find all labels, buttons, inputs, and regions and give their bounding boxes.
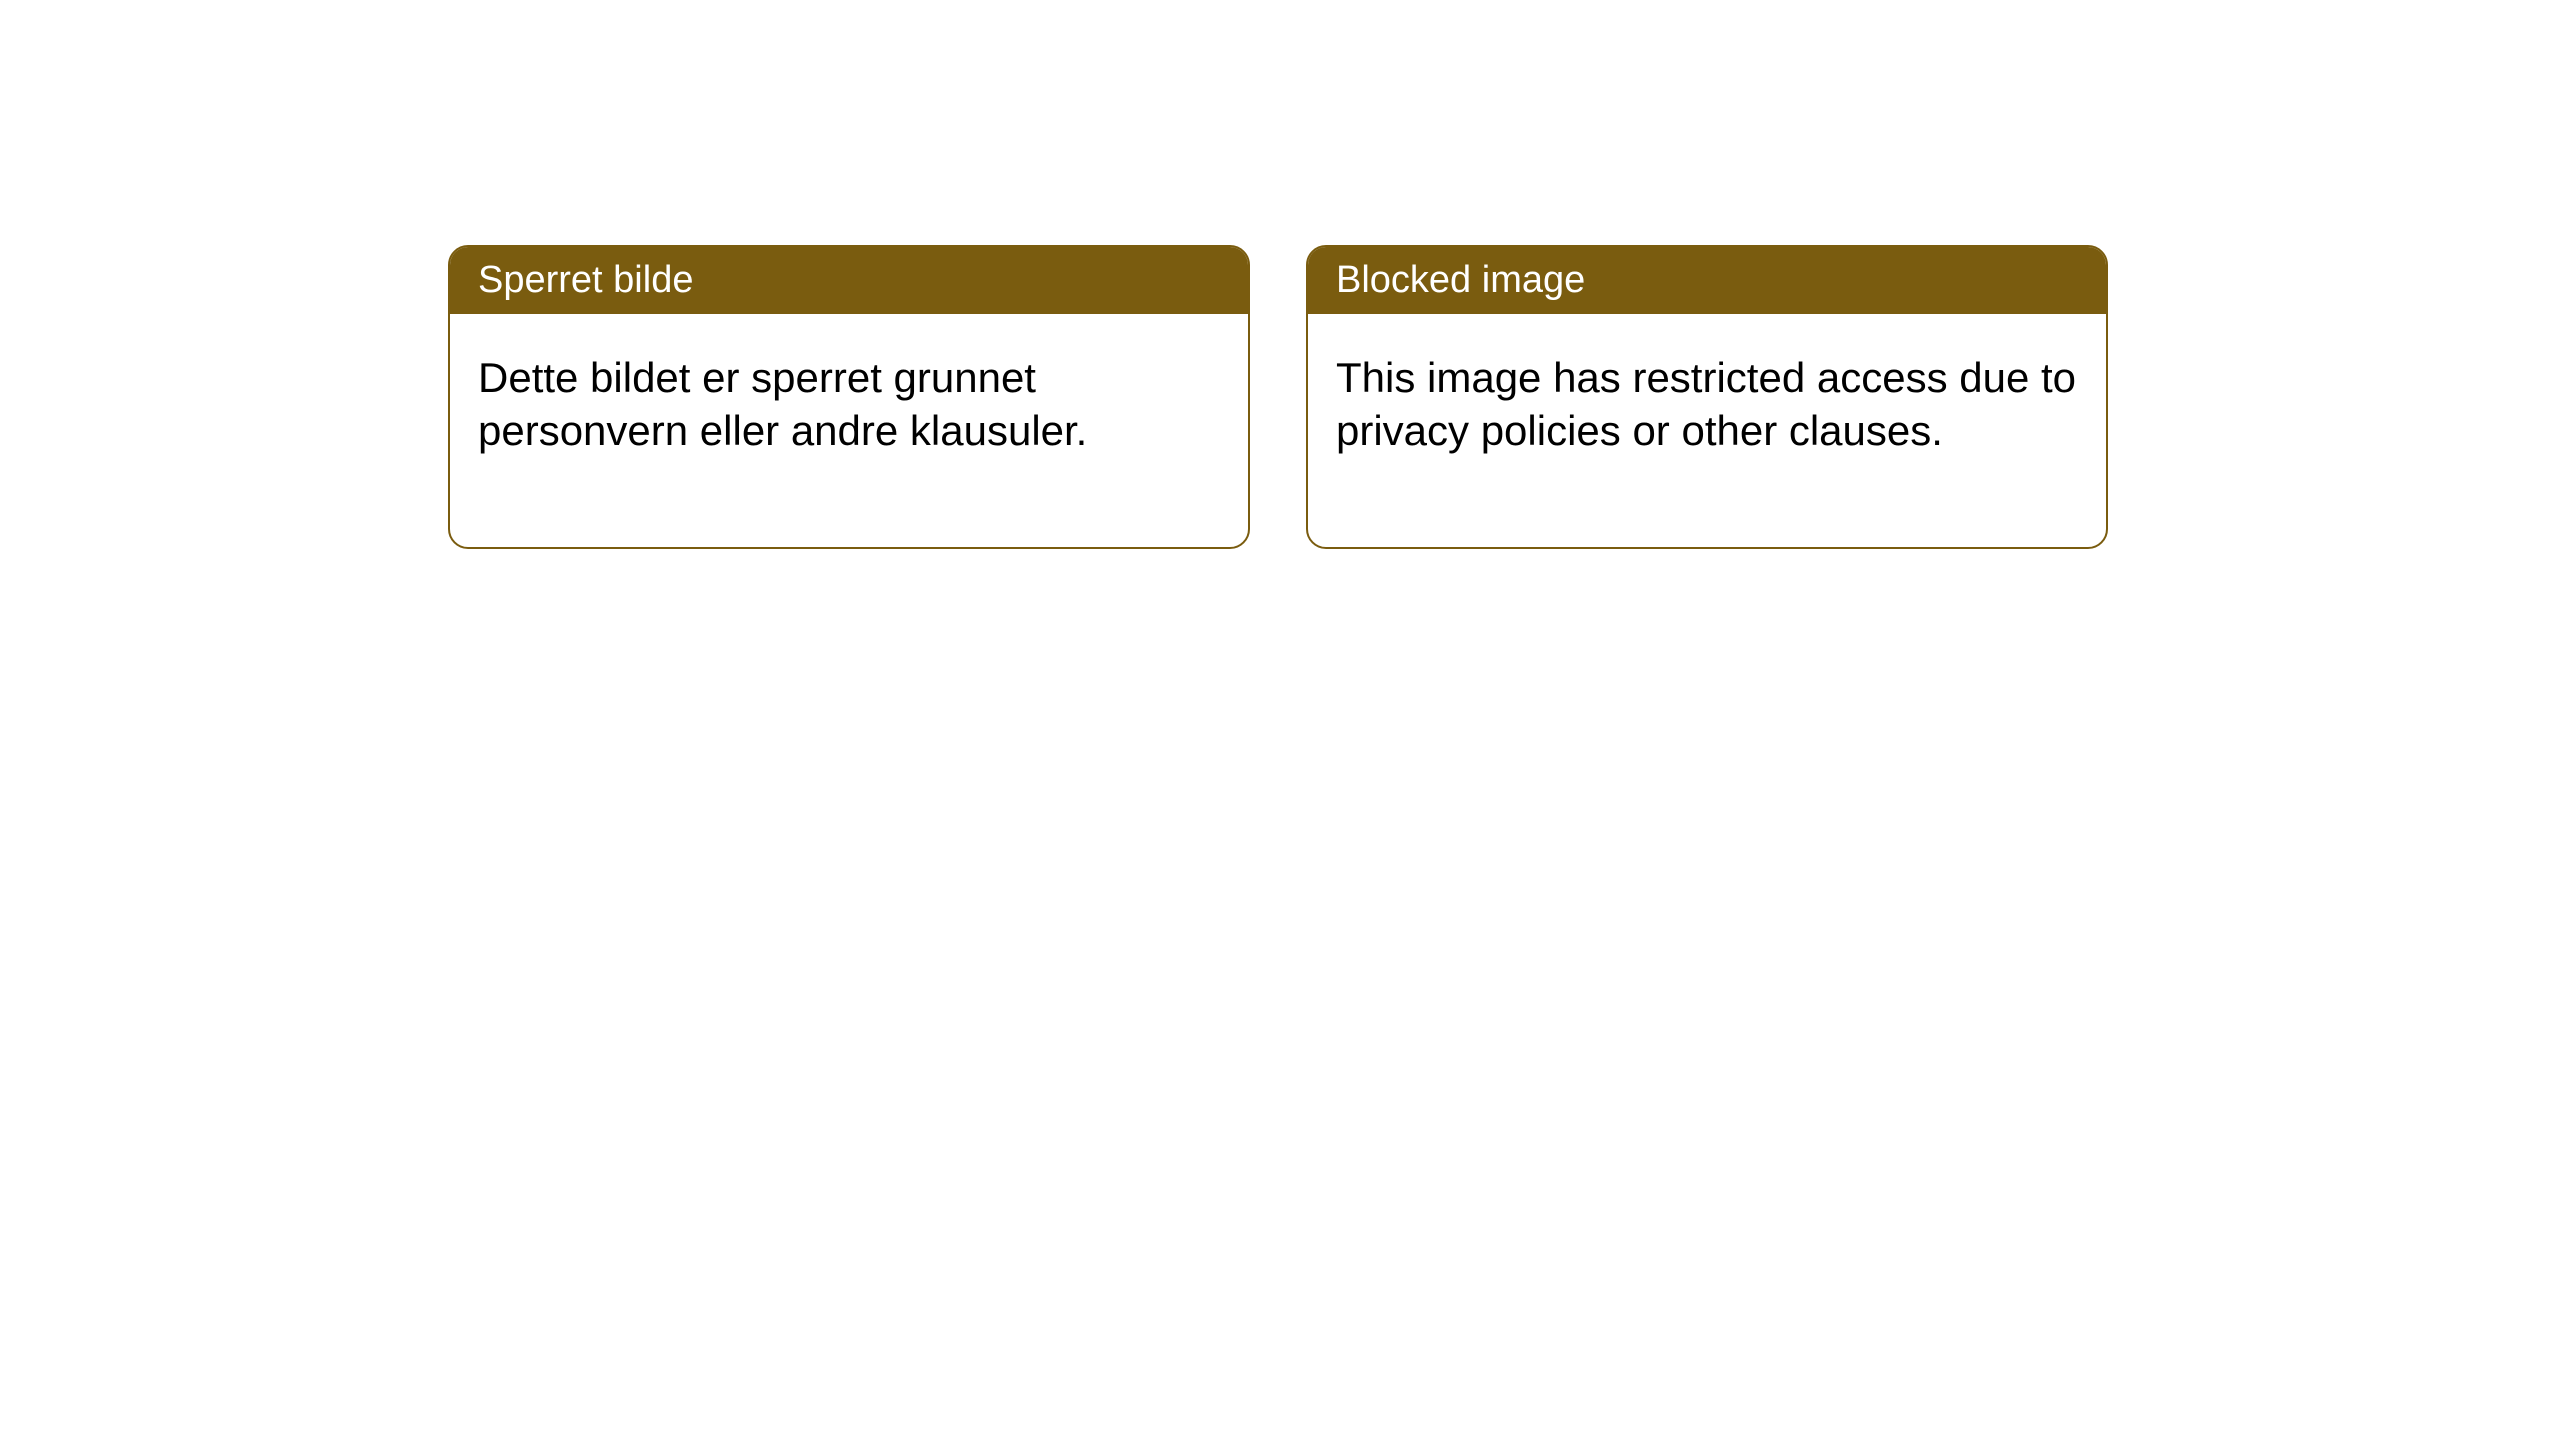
blocked-image-notice-container: Sperret bilde Dette bildet er sperret gr… xyxy=(448,245,2560,549)
panel-header-norwegian: Sperret bilde xyxy=(450,247,1248,314)
panel-header-english: Blocked image xyxy=(1308,247,2106,314)
panel-message-norwegian: Dette bildet er sperret grunnet personve… xyxy=(450,314,1248,547)
panel-message-english: This image has restricted access due to … xyxy=(1308,314,2106,547)
blocked-image-panel-norwegian: Sperret bilde Dette bildet er sperret gr… xyxy=(448,245,1250,549)
blocked-image-panel-english: Blocked image This image has restricted … xyxy=(1306,245,2108,549)
